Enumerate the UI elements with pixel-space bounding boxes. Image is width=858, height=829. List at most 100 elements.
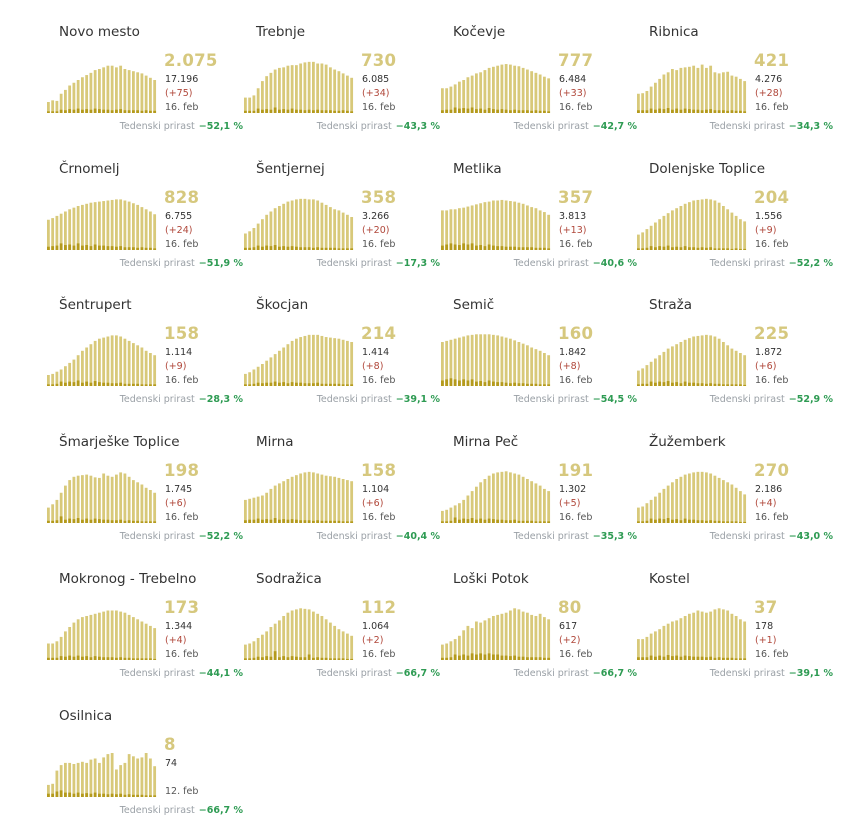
municipality-title: Semič [453,297,495,313]
active-bar [72,207,76,250]
new-cases-bar [696,383,700,386]
active-bar [119,199,123,250]
total-cases-value: 1.414 [362,347,390,358]
new-cases-value: (+2) [362,635,384,646]
active-bar [123,612,127,660]
municipality-card[interactable]: Škocjan 214 1.414 (+8) 16. feb Tedenski prira… [244,273,440,405]
new-cases-bar [649,518,653,523]
new-cases-bar [492,519,495,523]
new-cases-bar [320,110,324,113]
new-cases-bar [534,521,538,523]
municipality-card[interactable]: Žužemberk 270 2.186 (+4) 16. feb Tedenski pri… [637,410,833,542]
new-cases-bar [144,795,148,797]
active-bar [89,72,93,113]
municipality-card[interactable]: Trebnje 730 6.085 (+34) 16. feb Tedenski prir… [244,0,440,132]
new-cases-bar [538,657,542,660]
new-cases-bar [743,658,747,660]
municipality-card[interactable]: Šmarješke Toplice 198 1.745 (+6) 16. feb Tede… [47,410,243,542]
total-cases-value: 617 [559,621,578,632]
active-bar [324,475,328,523]
new-cases-bar [329,383,332,386]
municipality-card[interactable]: Mokronog - Trebelno 173 1.344 (+4) 16. feb Te… [47,547,243,679]
new-cases-bar [705,247,708,250]
active-bar [115,769,118,797]
new-cases-bar [115,794,118,797]
new-cases-bar [76,380,80,386]
municipality-card[interactable]: Loški Potok 80 617 (+2) 16. feb Tedenski prir… [441,547,637,679]
active-bar [671,621,674,660]
new-cases-bar [705,109,708,113]
active-bar [256,638,260,660]
new-cases-bar [671,247,674,250]
new-cases-bar [543,384,546,386]
new-cases-bar [696,520,700,523]
new-cases-bar [479,108,483,113]
new-cases-bar [547,657,551,660]
active-cases-value: 270 [754,461,790,480]
active-bar [538,485,542,523]
active-bar [286,65,290,113]
active-bar [645,365,649,386]
active-bar [47,507,50,523]
new-cases-bar [295,656,298,660]
new-cases-bar [115,246,118,250]
active-bar [299,337,303,386]
new-cases-bar [504,246,508,250]
new-cases-bar [295,246,298,250]
new-cases-bar [521,656,525,660]
new-cases-bar [475,381,478,386]
active-bar [290,65,294,113]
new-cases-bar [445,379,449,386]
municipality-card[interactable]: Kostel 37 178 (+1) 16. feb Tedenski prirast −3… [637,547,833,679]
new-cases-bar [140,247,144,250]
new-cases-bar [106,382,110,386]
new-cases-bar [683,655,687,660]
active-bar [722,206,725,250]
active-bar [299,473,303,523]
municipality-card[interactable]: Straža 225 1.872 (+6) 16. feb Tedenski priras… [637,273,833,405]
active-bar [256,88,260,113]
municipality-card[interactable]: Šentrupert 158 1.114 (+9) 16. feb Tedenski pr… [47,273,243,405]
active-bar [492,334,495,386]
new-cases-bar [261,246,264,250]
municipality-card[interactable]: Ribnica 421 4.276 (+28) 16. feb Tedenski prir… [637,0,833,132]
active-bar [534,208,538,250]
active-bar [136,758,140,797]
municipality-card[interactable]: Metlika 357 3.813 (+13) 16. feb Tedenski prir… [441,137,637,269]
municipality-card[interactable]: Kočevje 777 6.484 (+33) 16. feb Tedenski prir… [441,0,637,132]
new-cases-bar [132,110,135,113]
municipality-card[interactable]: Šentjernej 358 3.266 (+20) 16. feb Tedenski p… [244,137,440,269]
municipality-card[interactable]: Semič 160 1.842 (+8) 16. feb Tedenski prirast… [441,273,637,405]
active-bar [449,507,453,523]
active-bar [282,616,286,660]
active-bar [244,644,247,660]
new-cases-bar [149,247,152,250]
municipality-title: Kočevje [453,24,506,40]
municipality-card[interactable]: Mirna 158 1.104 (+6) 16. feb Tedenski prirast… [244,410,440,542]
new-cases-bar [324,247,328,250]
municipality-card[interactable]: Osilnica 8 74 12. feb Tedenski prirast −66,7 … [47,684,243,816]
active-bar [709,65,713,113]
active-bar [106,754,110,797]
new-cases-bar [153,658,157,660]
new-cases-bar [543,247,546,250]
new-cases-bar [658,246,662,250]
municipality-card[interactable]: Mirna Peč 191 1.302 (+5) 16. feb Tedenski pri… [441,410,637,542]
active-bar [705,198,708,250]
active-bar [513,473,517,523]
active-bar [504,471,508,523]
active-bar [521,343,525,386]
municipality-card[interactable]: Dolenjske Toplice 204 1.556 (+9) 16. feb Tede… [637,137,833,269]
new-cases-bar [346,384,349,386]
active-bar [688,338,691,386]
new-cases-bar [705,520,708,523]
municipality-card[interactable]: Črnomelj 828 6.755 (+24) 16. feb Tedenski pri… [47,137,243,269]
municipality-card[interactable]: Sodražica 112 1.064 (+2) 16. feb Tedenski pri… [244,547,440,679]
active-bar [509,610,512,660]
new-cases-bar [85,656,89,660]
municipality-card[interactable]: Novo mesto 2.075 17.196 (+75) 16. feb Tedensk… [47,0,243,132]
active-bar [734,487,738,523]
new-cases-bar [115,520,118,523]
sparkline-chart [637,608,747,660]
new-cases-bar [286,246,290,250]
